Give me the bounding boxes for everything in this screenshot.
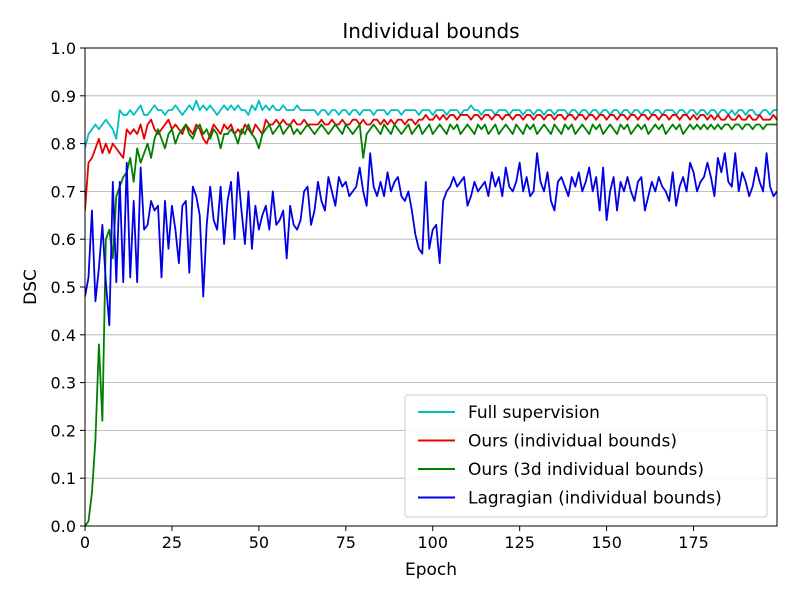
legend-label: Ours (3d individual bounds) [468,460,704,480]
y-tick-label: 0.0 [51,517,76,536]
x-tick-label: 125 [504,533,535,552]
series-line-4 [85,152,777,327]
legend-label: Lagragian (individual bounds) [468,489,722,509]
series-line-2 [85,114,777,211]
series-line-1 [85,99,777,149]
y-tick-label: 1.0 [51,39,76,58]
y-tick-label: 0.8 [51,135,76,154]
y-tick-label: 0.6 [51,230,76,249]
x-tick-label: 25 [162,533,182,552]
x-tick-label: 150 [591,533,622,552]
series-line-3 [85,123,777,526]
x-tick-label: 50 [249,533,269,552]
legend-label: Full supervision [468,403,600,423]
y-tick-label: 0.9 [51,87,76,106]
axis-ticks: 0.0 0.1 0.2 0.3 0.4 0.5 0.6 0.7 0.8 0.9 1.0 0 25 50 75… [51,39,709,552]
y-tick-label: 0.1 [51,469,76,488]
y-tick-label: 0.5 [51,278,76,297]
legend-label: Ours (individual bounds) [468,432,677,452]
y-tick-label: 0.4 [51,326,76,345]
chart-title: Individual bounds [342,19,519,43]
x-tick-label: 100 [417,533,448,552]
y-axis-title: DSC [21,269,41,305]
y-tick-label: 0.7 [51,182,76,201]
legend-items: Full supervision Ours (individual bounds)… [418,403,722,509]
legend-box [404,394,768,518]
x-tick-label: 75 [336,533,356,552]
y-tick-label: 0.2 [51,421,76,440]
x-axis-title: Epoch [405,560,457,580]
series-lines [85,99,777,526]
x-tick-label: 175 [678,533,709,552]
x-tick-label: 0 [80,533,90,552]
y-tick-label: 0.3 [51,374,76,393]
legend: Full supervision Ours (individual bounds)… [404,394,768,518]
